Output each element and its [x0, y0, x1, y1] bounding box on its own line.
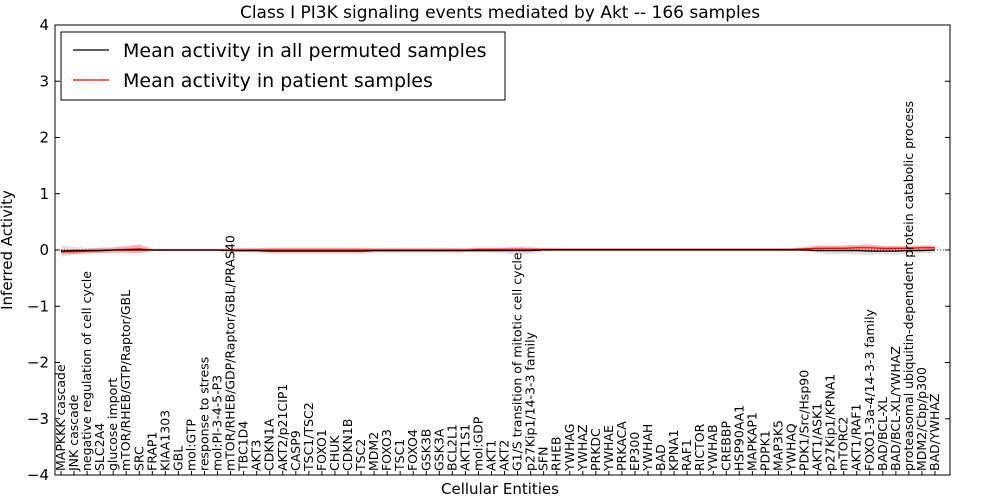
x-tick-label: MDM2/Cbp/p300 — [914, 367, 929, 471]
x-tick-label: AKT1 — [483, 440, 498, 471]
x-tick-label: PDPK1 — [757, 430, 772, 471]
x-tick-label: AKT1S1 — [457, 424, 472, 471]
x-tick-label: HSP90AA1 — [731, 405, 746, 471]
y-tick-label: 0 — [39, 241, 49, 259]
x-tick-label: TSC1/TSC2 — [301, 402, 316, 472]
x-tick-label: SLC2A4 — [92, 423, 107, 471]
x-tick-label: MDM2 — [366, 432, 381, 471]
x-tick-label: FRAP1 — [144, 432, 159, 471]
x-tick-label: CHUK — [327, 435, 342, 471]
legend-box — [60, 31, 506, 101]
x-tick-label: CREBBP — [718, 421, 733, 471]
x-tick-label: EP300 — [627, 432, 642, 471]
x-tick-label: glucose import — [105, 378, 120, 471]
x-tick-label: MAPKKK cascade — [53, 364, 68, 471]
x-tick-label: p27Kip1/14-3-3 family — [523, 331, 538, 471]
x-tick-label: KIAA1303 — [157, 410, 172, 471]
x-tick-label: TSC1 — [392, 439, 407, 472]
x-tick-label: CASP9 — [288, 430, 303, 471]
x-tick-label: YWHAG — [562, 424, 577, 472]
x-tick-label: BAD/BCL-XL — [875, 397, 890, 471]
x-tick-label: p27Kip1/KPNA1 — [823, 374, 838, 471]
x-tick-label: mTORC2 — [836, 417, 851, 471]
x-tick-label: negative regulation of cell cycle — [79, 271, 94, 471]
line-permuted — [60, 249, 936, 252]
y-tick-label: 4 — [39, 16, 49, 34]
x-tick-label: PRKDC — [588, 428, 603, 471]
series-lines — [60, 247, 936, 253]
x-tick-label: RHEB — [549, 436, 564, 471]
x-tick-label: FOXO4 — [405, 429, 420, 471]
x-tick-label: G1/S transition of mitotic cell cycle — [510, 252, 525, 471]
y-tick-label: 1 — [39, 185, 49, 203]
x-tick-label: BAD/YWHAZ — [927, 394, 942, 471]
x-tick-label: CDKN1A — [262, 418, 277, 471]
x-tick-label: FOXO1-3a-4/14-3-3 family — [862, 308, 877, 471]
x-tick-label: AKT3 — [249, 440, 264, 471]
x-tick-label: RICTOR — [692, 423, 707, 471]
x-tick-label: SRC — [131, 446, 146, 471]
x-tick-label: proteasomal ubiquitin-dependent protein … — [901, 101, 916, 471]
x-tick-label: YWHAZ — [575, 424, 590, 472]
x-tick-label: SFN — [536, 447, 551, 471]
y-tick-label: −2 — [27, 354, 49, 372]
x-tick-label: MAP3K5 — [770, 420, 785, 471]
x-tick-label: RAF1 — [679, 439, 694, 471]
x-tick-label: GSK3A — [431, 428, 446, 471]
x-tick-label: mol:GDP — [470, 416, 485, 471]
x-tick-label: CDKN1B — [340, 419, 355, 471]
x-tick-label: PRKACA — [614, 421, 629, 471]
x-tick-label: mol:GTP — [183, 419, 198, 471]
x-tick-label: AKT1/RAF1 — [849, 404, 864, 471]
x-tick-label: YWHAE — [601, 425, 616, 472]
x-tick-label: AKT2 — [497, 440, 512, 471]
x-tick-label: BCL2L1 — [444, 424, 459, 471]
legend: Mean activity in all permuted samples Me… — [60, 31, 506, 101]
x-tick-label: BAD — [653, 444, 668, 471]
y-tick-label: 3 — [39, 72, 49, 90]
x-tick-label: TBC1D4 — [236, 421, 251, 472]
x-tick-label: MAPKAP1 — [744, 412, 759, 471]
x-tick-label: response to stress — [196, 357, 211, 471]
x-tick-label: FOXO1 — [314, 429, 329, 471]
y-tick-label: −1 — [27, 297, 49, 315]
x-tick-label: AKT2/p21CIP1 — [275, 384, 290, 471]
x-tick-label: mol:PI-3-4-5-P3 — [210, 375, 225, 471]
legend-label-patient: Mean activity in patient samples — [123, 70, 433, 92]
x-tick-label: YWHAB — [705, 424, 720, 472]
y-axis-label: Inferred Activity — [0, 190, 16, 310]
x-tick-label: YWHAH — [640, 424, 655, 472]
x-tick-label: YWHAQ — [784, 423, 799, 472]
y-axis: −4 −3 −2 −1 0 1 2 3 4 — [27, 16, 950, 484]
y-tick-label: 2 — [39, 129, 49, 147]
x-tick-label: BAD/BCL-XL/YWHAZ — [888, 346, 903, 471]
legend-label-permuted: Mean activity in all permuted samples — [123, 40, 486, 62]
chart-title: Class I PI3K signaling events mediated b… — [240, 3, 760, 23]
x-tick-label: TSC2 — [353, 439, 368, 472]
x-tick-label: mTOR/RHEB/GDP/Raptor/GBL/PRAS40 — [223, 235, 238, 471]
x-tick-label: AKT1/ASK1 — [810, 403, 825, 471]
y-tick-label: −4 — [27, 466, 49, 484]
y-tick-label: −3 — [27, 410, 49, 428]
x-tick-label: PDK1/Src/Hsp90 — [797, 370, 812, 471]
x-axis-label: Cellular Entities — [441, 480, 559, 498]
x-tick-label: FOXO3 — [379, 429, 394, 471]
x-tick-label: GBL — [170, 446, 185, 471]
x-tick-label: KPNA1 — [666, 429, 681, 471]
x-tick-label: GSK3B — [418, 429, 433, 471]
x-tick-label: mTOR/RHEB/GTP/Raptor/GBL — [118, 290, 133, 471]
x-tick-label: JNK cascade — [66, 394, 81, 472]
